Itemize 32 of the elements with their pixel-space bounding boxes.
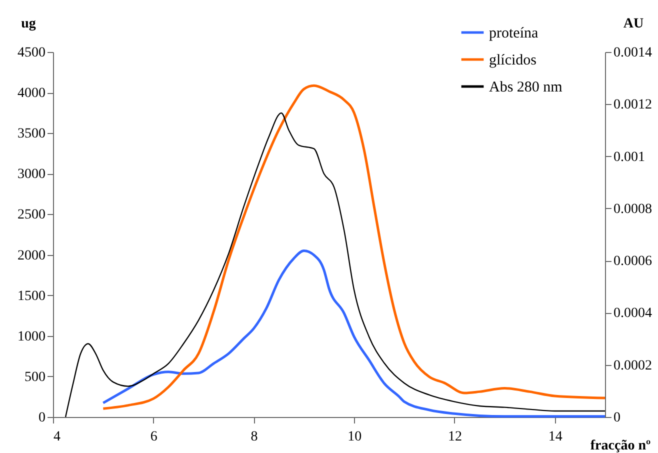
line-series (64, 112, 606, 418)
y-tick-label: 3000 (18, 167, 46, 182)
y2-tick-label: 0.0014 (614, 46, 652, 60)
y-axis-title: ug (21, 16, 36, 32)
x-axis-title: fracção nº (590, 438, 651, 453)
x-tick-label: 8 (250, 430, 258, 444)
y-tick-label: 2000 (18, 248, 46, 264)
legend-label: proteína (489, 26, 538, 42)
x-tick-label: 6 (150, 430, 158, 444)
y-tick-label: 2500 (18, 208, 46, 223)
y2-tick-label: 0.0012 (614, 98, 652, 113)
y2-tick-label: 0.0002 (614, 358, 652, 374)
y-tick-label: 1000 (18, 329, 46, 344)
y2-tick-label: 0 (614, 410, 620, 426)
line-series (102, 249, 606, 418)
y-tick-label: 4500 (18, 46, 46, 60)
x-tick-label: 12 (448, 430, 462, 444)
x-tick-label: 10 (348, 430, 362, 444)
y-tick-label: 4000 (18, 86, 46, 102)
y2-tick-label: 0.001 (614, 150, 645, 165)
y-tick-label: 0 (38, 410, 46, 426)
legend-label: glícidos (489, 52, 537, 68)
y2-tick-label: 0.0004 (614, 306, 652, 322)
y-tick-label: 500 (24, 370, 46, 385)
y-tick-label: 1500 (18, 288, 46, 304)
y-tick-label: 3500 (18, 126, 46, 142)
y2-axis-title: AU (623, 16, 644, 32)
y2-tick-label: 0.0008 (614, 202, 652, 217)
x-tick-label: 4 (54, 430, 60, 444)
legend-label: Abs 280 nm (489, 80, 563, 96)
y2-tick-label: 0.0006 (614, 254, 652, 270)
x-tick-label: 14 (548, 430, 562, 444)
